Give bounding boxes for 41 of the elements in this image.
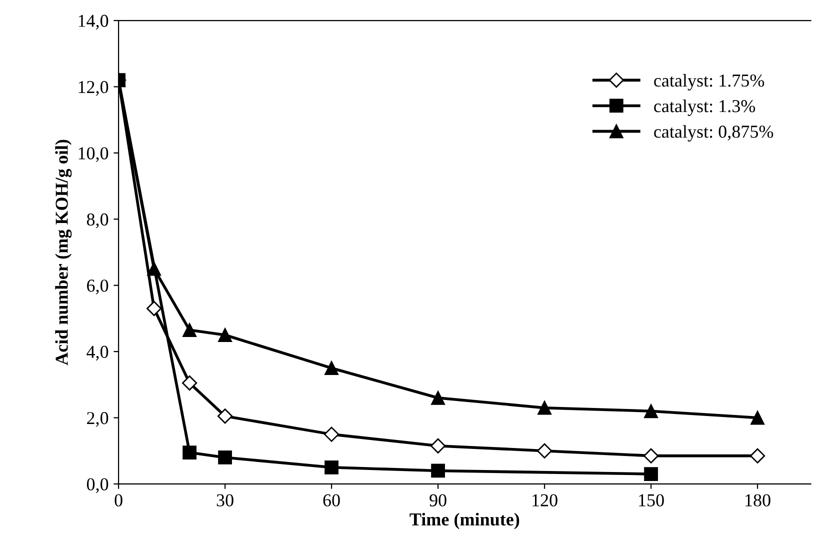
legend-label: catalyst: 1.75% [654,74,764,90]
point [431,464,445,478]
point [324,426,340,442]
point [644,467,658,481]
point [218,450,232,464]
legend-label: catalyst: 1.3% [654,100,756,116]
x-tick-label: 180 [746,494,770,506]
point [182,375,198,391]
y-tick-label: 8,0 [86,213,108,228]
point [324,460,338,474]
y-tick-label: 12,0 [78,80,108,96]
x-tick-label: 60 [323,494,340,506]
x-axis-title: Time (minute) [410,512,520,530]
point [324,361,338,376]
y-axis-title: Acid number (mg KOH/g oil) [55,140,72,366]
legend-label: catalyst: 0,875% [654,125,774,142]
point [644,404,658,418]
y-tick-label: 6,0 [87,280,108,294]
y-tick-label: 14,0 [78,14,108,30]
point [643,448,659,464]
y-tick-label: 2,0 [87,412,108,427]
point [750,410,764,425]
x-tick-label: 90 [430,494,446,506]
x-tick-label: 30 [216,494,234,506]
point [217,408,233,424]
point [750,448,766,464]
point [182,323,196,337]
x-tick-label: 0 [114,494,122,506]
point [147,262,161,276]
y-tick-label: 10,0 [78,147,108,162]
point [182,446,196,460]
point [538,400,552,415]
point [431,390,445,405]
point [536,443,552,458]
y-tick-label: 4,0 [86,346,108,361]
x-tick-label: 150 [639,494,664,506]
point [430,438,446,454]
point [146,300,162,316]
y-tick-label: 0,0 [86,478,108,493]
x-tick-label: 120 [532,494,558,506]
point [218,328,232,342]
